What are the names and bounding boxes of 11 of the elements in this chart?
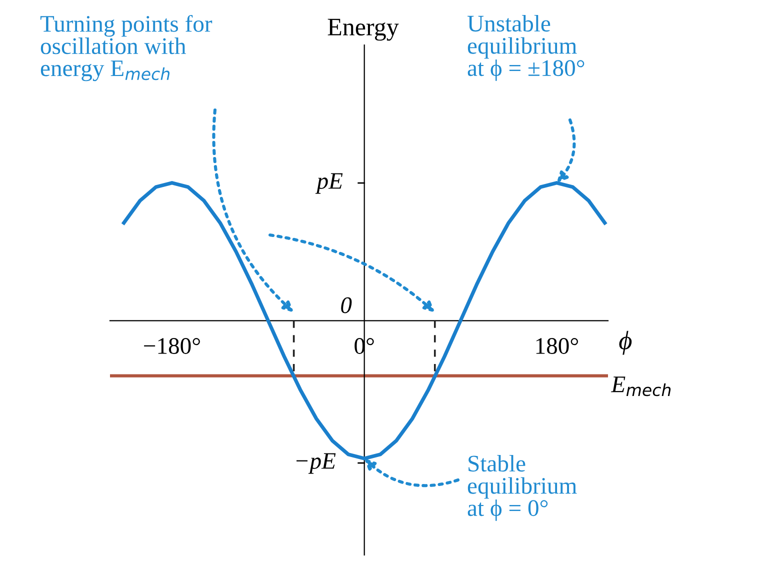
text: Unstable equilibrium at ϕ = ±180° [467,15,584,81]
text: Energy [328,18,399,41]
annotation: 0 [341,297,352,314]
ref-line-label: E$_{mech}$ [610,376,671,396]
annotation: Stable equilibrium at ϕ = 0° [468,455,577,521]
annotation: −pE [296,453,336,474]
x-axis-title: ϕ [619,330,632,355]
x-tick-label: −180° [144,338,200,354]
annotation: pE [315,173,343,194]
x-tick-label: 180° [536,338,578,354]
text: Turning points for oscillation with energy E$_{mech}$ [40,15,212,82]
